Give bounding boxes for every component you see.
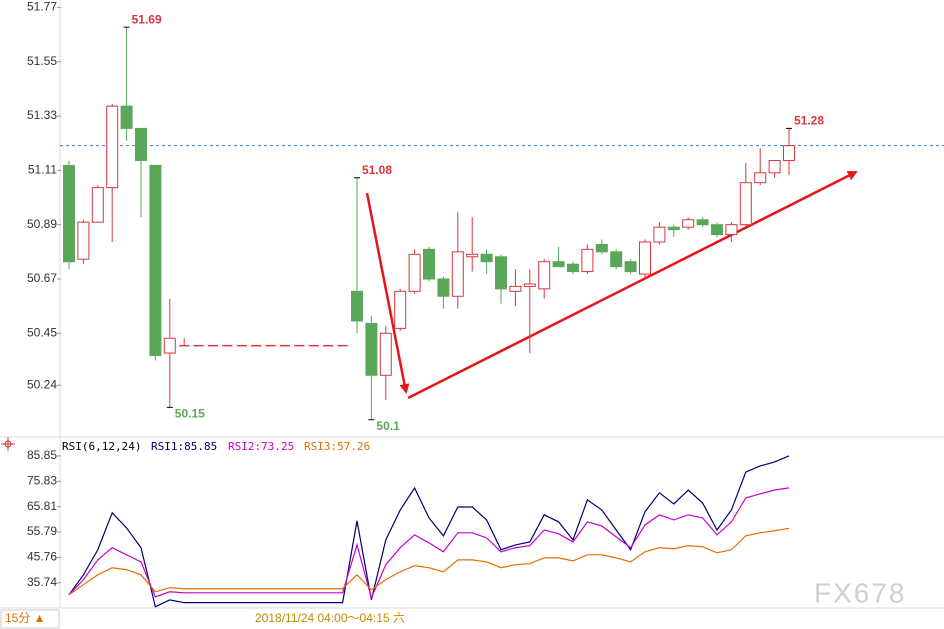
candle-body xyxy=(423,248,435,280)
y-tick-label: 51.55 xyxy=(27,54,57,68)
period-box[interactable] xyxy=(0,609,60,629)
candle-body xyxy=(783,145,795,161)
y-tick-label: 50.89 xyxy=(27,217,57,231)
arrow xyxy=(365,192,410,394)
watermark: FX678 xyxy=(814,577,907,608)
candle-body xyxy=(711,224,723,236)
candle-body xyxy=(682,219,695,228)
candle-body xyxy=(408,253,421,292)
y-tick-label: 51.77 xyxy=(27,0,57,14)
candle-body xyxy=(451,251,464,297)
indicator-title: RSI(6,12,24) xyxy=(62,440,141,453)
candle-body xyxy=(394,290,407,329)
candle-body xyxy=(667,226,680,231)
candle-body xyxy=(495,256,507,290)
y-tick-label: 51.33 xyxy=(27,108,57,122)
rsi-line xyxy=(68,487,790,600)
candle-body xyxy=(739,182,752,226)
candle-body xyxy=(63,164,75,263)
rsi-line xyxy=(68,455,790,608)
indicator-icon xyxy=(1,437,15,451)
y-tick-label: 45.76 xyxy=(27,550,57,564)
candle-body xyxy=(567,263,579,273)
candle-body xyxy=(379,332,392,376)
period[interactable]: 15分 ▲ xyxy=(5,611,46,625)
candle-body xyxy=(120,105,133,129)
time-range: 2018/11/24 04:00～04:15 六 xyxy=(255,611,405,625)
candle-body xyxy=(624,261,637,273)
candle-body xyxy=(149,164,162,357)
extreme-label: 51.28 xyxy=(794,114,824,128)
legend-label: RSI2:73.25 xyxy=(228,440,294,453)
candle-body xyxy=(351,290,363,322)
y-tick-label: 50.67 xyxy=(27,271,57,285)
y-tick-label: 35.74 xyxy=(27,575,57,589)
y-tick-label: 85.85 xyxy=(27,448,57,462)
y-tick-label: 51.11 xyxy=(28,163,57,177)
candle-body xyxy=(523,283,536,287)
candle-body xyxy=(135,127,147,161)
arrow xyxy=(407,170,858,400)
candle-body xyxy=(466,253,479,258)
candle-body xyxy=(768,159,781,174)
extreme-label: 51.08 xyxy=(362,163,392,177)
candle-body xyxy=(595,243,608,253)
candle-body xyxy=(437,278,450,297)
y-tick-label: 55.79 xyxy=(27,524,57,538)
candle-body xyxy=(754,172,767,184)
extreme-label: 50.15 xyxy=(175,407,205,421)
rsi-line xyxy=(68,527,790,596)
extreme-label: 51.69 xyxy=(132,12,162,26)
candle-body xyxy=(653,226,666,243)
candle-body xyxy=(77,221,90,260)
candle-body xyxy=(639,241,651,275)
candle-body xyxy=(480,253,493,263)
y-tick-label: 50.24 xyxy=(27,377,57,391)
candle-body xyxy=(163,337,176,354)
candle-body xyxy=(610,251,623,268)
extreme-label: 50.1 xyxy=(376,419,400,433)
y-tick-label: 65.81 xyxy=(27,499,57,513)
candle-body xyxy=(509,285,522,292)
candle-body xyxy=(725,224,738,236)
candle-body xyxy=(696,219,709,226)
candle-body xyxy=(538,261,551,290)
y-tick-label: 75.83 xyxy=(27,474,57,488)
legend-label: RSI1:85.85 xyxy=(151,440,217,453)
y-tick-label: 50.45 xyxy=(27,325,57,339)
candle-body xyxy=(365,322,378,376)
candle-body xyxy=(106,105,119,189)
legend-label: RSI3:57.26 xyxy=(304,440,370,453)
candle-body xyxy=(552,261,565,268)
candle-body xyxy=(581,248,594,273)
candle-body xyxy=(91,187,104,223)
